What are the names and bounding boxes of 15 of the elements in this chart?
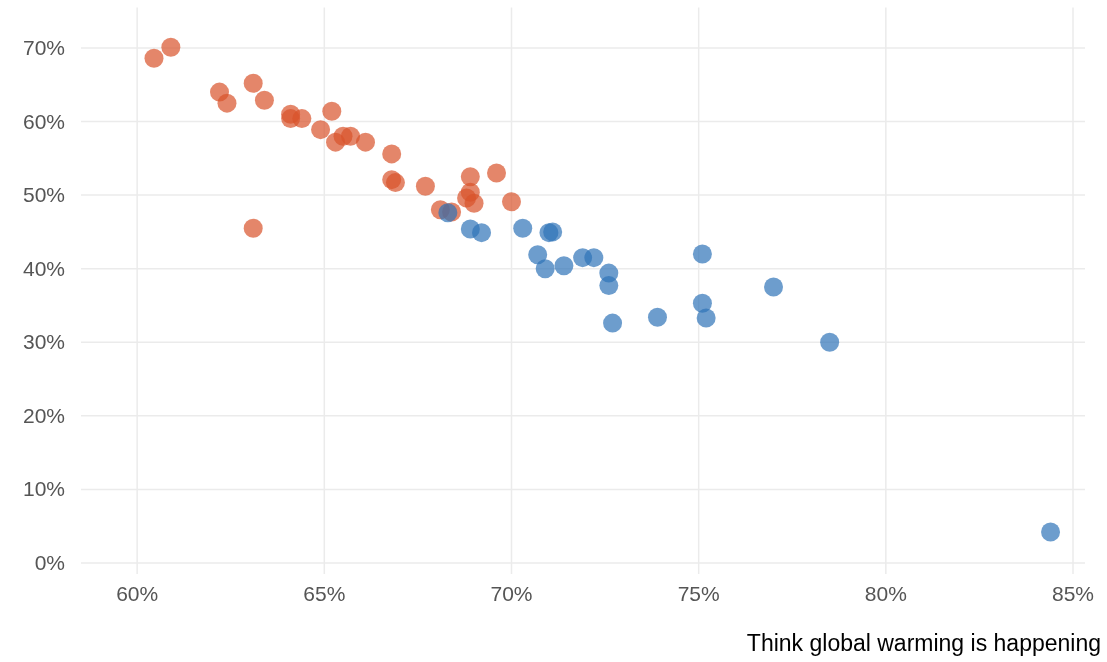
y-tick-label: 20% [22, 403, 65, 427]
x-tick-label: 65% [303, 582, 346, 605]
y-tick-label: 0% [34, 550, 65, 574]
x-tick-label: 75% [677, 582, 720, 605]
y-tick-label: 50% [22, 183, 65, 207]
x-axis-title: Think global warming is happening [746, 630, 1101, 656]
y-tick-label: 40% [22, 256, 65, 280]
y-tick-label: 30% [22, 330, 65, 354]
y-tick-label: 10% [22, 477, 65, 501]
x-tick-label: 80% [864, 582, 907, 605]
y-tick-label: 60% [22, 109, 65, 133]
x-tick-label: 85% [1051, 582, 1095, 605]
x-tick-label: 70% [490, 582, 533, 605]
x-tick-label: 60% [116, 582, 159, 605]
y-tick-label: 70% [22, 35, 65, 59]
